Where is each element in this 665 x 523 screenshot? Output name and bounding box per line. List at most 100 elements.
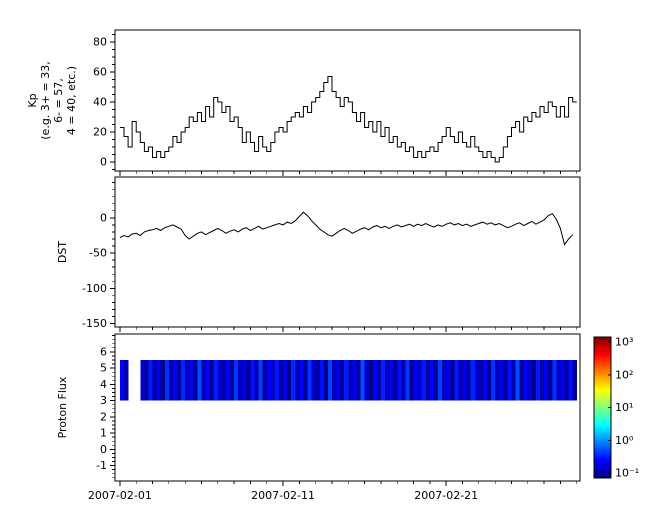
proton-flux-column: [511, 359, 516, 401]
proton-flux-ytick-label: 1: [100, 427, 107, 440]
proton-flux-column: [238, 359, 243, 401]
proton-flux-column: [148, 359, 153, 401]
kp-ylabel: (e.g. 3+ = 33,: [39, 61, 52, 139]
kp-ylabel: 4 = 40, etc.): [65, 66, 78, 135]
proton-flux-frame: [114, 333, 581, 482]
kp-ylabel: Kp: [26, 93, 39, 107]
proton-flux-column: [185, 359, 190, 401]
proton-flux-column: [507, 359, 512, 401]
proton-flux-column: [438, 359, 443, 401]
dst-ytick-label: -150: [82, 317, 107, 330]
proton-flux-column: [172, 359, 178, 401]
colorbar-tick-label: 10⁰: [615, 434, 634, 447]
colorbar-tick-label: 10⁻¹: [615, 467, 639, 480]
dst-panel: 0 -50 -100 -150 DST: [56, 176, 581, 332]
proton-flux-column: [564, 359, 569, 401]
kp-ytick-label: 0: [100, 156, 107, 169]
proton-flux-column: [160, 359, 166, 401]
proton-flux-column: [197, 359, 202, 401]
proton-flux-column: [327, 359, 333, 401]
proton-flux-column: [385, 359, 390, 401]
proton-flux-column: [352, 359, 357, 401]
proton-flux-column: [540, 359, 545, 401]
proton-flux-column: [270, 359, 276, 401]
proton-flux-column: [527, 359, 533, 401]
proton-flux-column: [201, 359, 206, 401]
proton-flux-column: [168, 359, 174, 401]
proton-flux-column: [389, 359, 394, 401]
kp-ytick-label: 60: [93, 66, 107, 79]
proton-flux-ytick-label: 3: [100, 394, 107, 407]
proton-flux-column: [213, 359, 219, 401]
kp-frame: [114, 29, 581, 172]
proton-flux-column: [119, 359, 125, 401]
proton-flux-column: [397, 359, 402, 401]
proton-flux-column: [340, 359, 345, 401]
dst-ytick-label: -50: [89, 247, 107, 260]
proton-flux-column: [283, 359, 288, 401]
x-tick-label: 2007-02-01: [88, 489, 152, 502]
proton-flux-column: [531, 359, 537, 401]
proton-flux-column: [250, 359, 255, 401]
proton-flux-column: [217, 359, 223, 401]
proton-flux-column: [315, 359, 321, 401]
proton-flux-column: [487, 359, 492, 401]
proton-flux-column: [287, 359, 292, 401]
dst-ytick-label: 0: [100, 211, 107, 224]
proton-flux-column: [401, 359, 406, 401]
proton-flux-ytick-label: 0: [100, 443, 107, 456]
proton-flux-ytick-label: -1: [96, 459, 107, 472]
proton-flux-column: [523, 359, 529, 401]
proton-flux-column: [348, 359, 353, 401]
proton-flux-column: [544, 359, 549, 401]
proton-flux-column: [205, 359, 210, 401]
proton-flux-column: [234, 359, 239, 401]
proton-flux-column: [140, 359, 145, 401]
proton-flux-column: [246, 359, 251, 401]
proton-flux-column: [307, 359, 312, 401]
proton-flux-column: [323, 359, 329, 401]
proton-flux-column: [429, 359, 435, 401]
proton-flux-column: [425, 359, 431, 401]
proton-flux-column: [568, 359, 574, 401]
proton-flux-column: [278, 359, 284, 401]
proton-flux-ytick-label: 5: [100, 362, 107, 375]
proton-flux-column: [336, 359, 341, 401]
proton-flux-column: [189, 359, 194, 401]
proton-flux-column: [405, 359, 410, 401]
kp-ytick-label: 20: [93, 126, 107, 139]
proton-flux-column: [491, 359, 496, 401]
proton-flux-column: [442, 359, 447, 401]
proton-flux-column: [303, 359, 308, 401]
proton-flux-column: [535, 359, 541, 401]
proton-flux-column: [152, 359, 157, 401]
colorbar: 10³ 10² 10¹ 10⁰ 10⁻¹: [593, 336, 639, 480]
proton-flux-column: [258, 359, 264, 401]
proton-flux-column: [454, 359, 459, 401]
proton-flux-column: [254, 359, 259, 401]
colorbar-tick-label: 10³: [615, 336, 633, 349]
proton-flux-column: [433, 359, 439, 401]
kp-ylabel: 6- = 57,: [52, 78, 65, 123]
dst-line: [119, 211, 574, 246]
kp-panel: 0 20 40 60 80 Kp (e.g. 3+ = 33, 6- = 57, 4 = 40,…: [26, 29, 581, 176]
proton-flux-column: [332, 359, 337, 401]
proton-flux-column: [372, 359, 378, 401]
proton-flux-column: [360, 359, 365, 401]
proton-flux-column: [181, 359, 186, 401]
kp-line: [119, 76, 577, 163]
kp-ytick-label: 40: [93, 96, 107, 109]
proton-flux-column: [495, 359, 500, 401]
proton-flux-column: [319, 359, 325, 401]
proton-flux-column: [478, 359, 484, 401]
proton-flux-column: [123, 359, 129, 401]
proton-flux-column: [409, 359, 414, 401]
proton-flux-column: [266, 359, 272, 401]
proton-flux-column: [519, 359, 525, 401]
proton-flux-ylabel: Proton Flux: [56, 376, 69, 438]
proton-flux-panel: -1 0 1 2 3 4 5 6 2007-02-01 2007-02-11 2007-02-21 P…: [56, 333, 581, 502]
proton-flux-column: [221, 359, 227, 401]
proton-flux-column: [462, 359, 467, 401]
